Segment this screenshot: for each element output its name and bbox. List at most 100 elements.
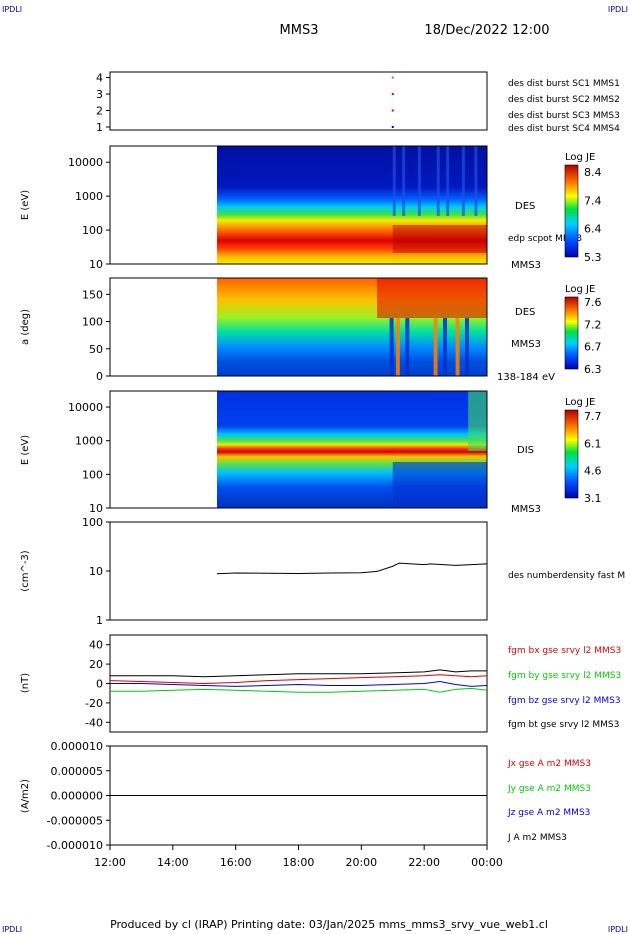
dis-energy-cbar-tick: 6.1	[584, 437, 602, 450]
des-pitch-streak	[389, 318, 394, 376]
density-ytick-label: 1	[96, 614, 103, 627]
des-pitch-right-bottom: 138-184 eV	[497, 372, 555, 383]
legend-sc1: des dist burst SC1 MMS1	[508, 79, 620, 89]
jz-label: Jz gse A m2 MMS3	[507, 808, 590, 818]
legend-sc4: des dist burst SC4 MMS4	[508, 124, 620, 134]
dis-energy-cbar-tick: 7.7	[584, 410, 602, 423]
time-tick-label: 18:00	[283, 856, 315, 869]
sc-flags-ytick-label: 1	[96, 121, 103, 134]
dis-energy-ytick-label: 1000	[75, 435, 103, 448]
current-ytick-label: 0.000010	[51, 740, 104, 753]
current-ytick-label: -0.000005	[47, 814, 103, 827]
spacecraft-title: MMS3	[280, 23, 319, 38]
current-ytick-label: 0.000000	[51, 790, 104, 803]
dis-energy-cbar-title: Log JE	[565, 397, 595, 408]
fgm-b-ylabel: (nT)	[20, 673, 31, 693]
des-energy-cbar-tick: 5.3	[584, 251, 602, 264]
des-pitch-enhancement	[377, 278, 487, 318]
des-energy-right-bottom: MMS3	[511, 260, 541, 271]
current-ytick-label: 0.000005	[51, 765, 104, 778]
sc-flags-ytick-label: 3	[96, 88, 103, 101]
panel-des-pitch-frame	[109, 277, 488, 377]
sc-flag-point	[391, 109, 394, 112]
des-energy-cbar-title: Log JE	[565, 152, 595, 163]
datetime-title: 18/Dec/2022 12:00	[424, 23, 549, 38]
density-series-line	[216, 562, 488, 575]
panel-des-pitch: 0 50 100 150 a (deg) DES MMS3 138-184 eV Lo…	[20, 277, 602, 383]
des-energy-cbar-tick: 8.4	[584, 166, 602, 179]
sc-flag-point	[391, 76, 394, 79]
panel-density-frame	[109, 521, 488, 621]
panel-current: -0.000010 -0.000005 0.000000 0.000005 0.0000…	[20, 740, 591, 852]
time-tick-label: 16:00	[220, 856, 252, 869]
dis-energy-right-bottom: MMS3	[511, 504, 541, 515]
dis-energy-colorbar	[564, 409, 579, 499]
des-pitch-cbar-tick: 7.6	[584, 296, 602, 309]
des-energy-streak	[474, 146, 478, 216]
des-pitch-ytick-label: 150	[82, 288, 103, 301]
fgm-b-ytick-label: -40	[85, 716, 103, 729]
corner-label-top-right: IPDLI	[608, 5, 628, 14]
des-energy-right-label: DES	[515, 201, 535, 212]
sc-flag-point	[391, 126, 394, 128]
des-pitch-streak	[455, 318, 460, 376]
corner-label-top-left: IPDLI	[2, 5, 22, 14]
des-pitch-cbar-title: Log JE	[565, 284, 595, 295]
panel-dis-energy-frame	[109, 390, 488, 509]
sc-flags-ytick-label: 2	[96, 105, 103, 118]
des-pitch-cbar-tick: 7.2	[584, 318, 602, 331]
j-label: J A m2 MMS3	[507, 833, 567, 843]
des-pitch-ylabel: a (deg)	[20, 309, 31, 345]
fgm-by-label: fgm by gse srvy l2 MMS3	[508, 671, 621, 681]
des-pitch-ytick-label: 0	[96, 370, 103, 383]
dis-energy-ytick-label: 10000	[68, 401, 103, 414]
panel-sc-flags-frame	[109, 71, 488, 131]
dis-energy-lowenergy-patch	[392, 462, 487, 508]
dis-energy-cbar-tick: 4.6	[584, 465, 602, 478]
dis-energy-highenergy-patch	[468, 391, 487, 451]
current-ytick-label: -0.000010	[47, 839, 103, 852]
des-energy-spectrogram	[217, 146, 487, 264]
des-pitch-ytick-label: 100	[82, 316, 103, 329]
legend-sc2: des dist burst SC2 MMS2	[508, 95, 620, 105]
des-energy-ytick-label: 10000	[68, 156, 103, 169]
density-ytick-label: 10	[89, 565, 103, 578]
dis-energy-ylabel: E (eV)	[20, 435, 31, 465]
fgm-series-line	[110, 669, 487, 678]
des-energy-enhancement	[392, 225, 487, 253]
dis-energy-ytick-label: 100	[82, 468, 103, 481]
panel-fgm-b-frame	[109, 634, 488, 733]
time-tick-label: 00:00	[471, 856, 503, 869]
dis-energy-ytick-label: 10	[89, 502, 103, 515]
time-tick-label: 20:00	[345, 856, 377, 869]
dis-energy-right-label: DIS	[517, 445, 534, 456]
des-pitch-cbar-tick: 6.3	[584, 363, 602, 376]
density-ylabel: (cm^-3)	[20, 550, 31, 591]
fgm-series-line	[110, 681, 488, 687]
panel-des-energy: 10 100 1000 10000 E (eV) DES edp scpot MMS3…	[20, 145, 602, 271]
corner-label-bottom-right: IPDLI	[608, 925, 628, 934]
current-ylabel: (A/m2)	[20, 779, 31, 813]
des-pitch-right-sub: MMS3	[511, 339, 541, 350]
des-energy-streak	[392, 146, 396, 216]
corner-label-bottom-left: IPDLI	[2, 925, 22, 934]
des-energy-streak	[436, 146, 440, 216]
density-ytick-label: 100	[82, 516, 103, 529]
dis-energy-cbar-tick: 3.1	[584, 492, 602, 505]
des-pitch-cbar-tick: 6.7	[584, 341, 602, 354]
des-pitch-colorbar	[564, 296, 579, 370]
legend-sc3: des dist burst SC3 MMS3	[508, 111, 620, 121]
des-pitch-streak	[405, 318, 410, 376]
fgm-b-ytick-label: 40	[89, 639, 103, 652]
fgm-series-line	[109, 674, 488, 685]
fgm-b-ytick-label: 20	[89, 658, 103, 671]
sc-flags-ytick-label: 4	[96, 72, 103, 85]
time-tick-label: 14:00	[157, 856, 189, 869]
time-tick-label: 12:00	[94, 856, 126, 869]
fgm-b-ytick-label: 0	[96, 678, 103, 691]
des-energy-streak	[417, 146, 421, 216]
des-energy-ylabel: E (eV)	[20, 190, 31, 220]
jy-label: Jy gse A m2 MMS3	[507, 784, 591, 794]
density-series-label: des numberdensity fast M	[508, 571, 625, 581]
